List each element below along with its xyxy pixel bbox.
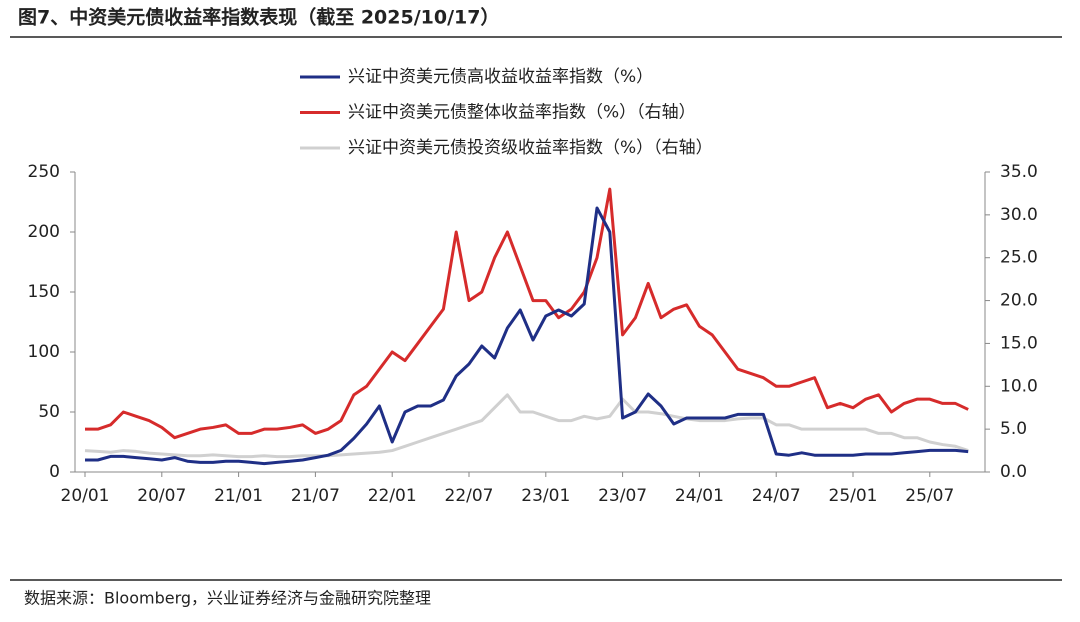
x-tick-label: 24/07	[752, 486, 801, 506]
y2-tick-label: 20.0	[1000, 291, 1038, 311]
series-line	[85, 187, 969, 440]
legend-label: 兴证中资美元债投资级收益率指数（%）（右轴）	[348, 138, 713, 158]
series-line	[84, 393, 969, 459]
x-tick-label: 21/01	[214, 486, 263, 506]
x-tick-label: 20/07	[137, 486, 186, 506]
y2-tick-label: 10.0	[1000, 376, 1038, 396]
series-line	[85, 206, 969, 466]
y-tick-label: 100	[28, 342, 60, 362]
chart-title: 图7、中资美元债收益率指数表现（截至 2025/10/17）	[18, 6, 499, 29]
x-tick-label: 23/01	[521, 486, 570, 506]
x-tick-label: 25/01	[829, 486, 878, 506]
x-tick-label: 22/07	[445, 486, 494, 506]
y2-tick-label: 25.0	[1000, 248, 1038, 268]
x-tick-label: 21/07	[291, 486, 340, 506]
y-tick-label: 0	[49, 462, 60, 482]
legend-label: 兴证中资美元债整体收益率指数（%）（右轴）	[348, 103, 696, 123]
y-tick-label: 200	[28, 222, 60, 242]
x-tick-label: 24/01	[675, 486, 724, 506]
x-tick-label: 23/07	[598, 486, 647, 506]
y2-tick-label: 35.0	[1000, 162, 1038, 182]
y-tick-label: 250	[28, 162, 60, 182]
y2-tick-label: 0.0	[1000, 462, 1027, 482]
y2-tick-label: 30.0	[1000, 205, 1038, 225]
x-tick-label: 22/01	[368, 486, 417, 506]
y-tick-label: 50	[38, 402, 60, 422]
y2-tick-label: 5.0	[1000, 419, 1027, 439]
y2-tick-label: 15.0	[1000, 333, 1038, 353]
x-tick-label: 20/01	[61, 486, 110, 506]
legend-label: 兴证中资美元债高收益收益率指数（%）	[348, 67, 653, 87]
y-tick-label: 150	[28, 282, 60, 302]
source-note: 数据来源：Bloomberg，兴业证券经济与金融研究院整理	[24, 589, 431, 608]
x-tick-label: 25/07	[905, 486, 954, 506]
